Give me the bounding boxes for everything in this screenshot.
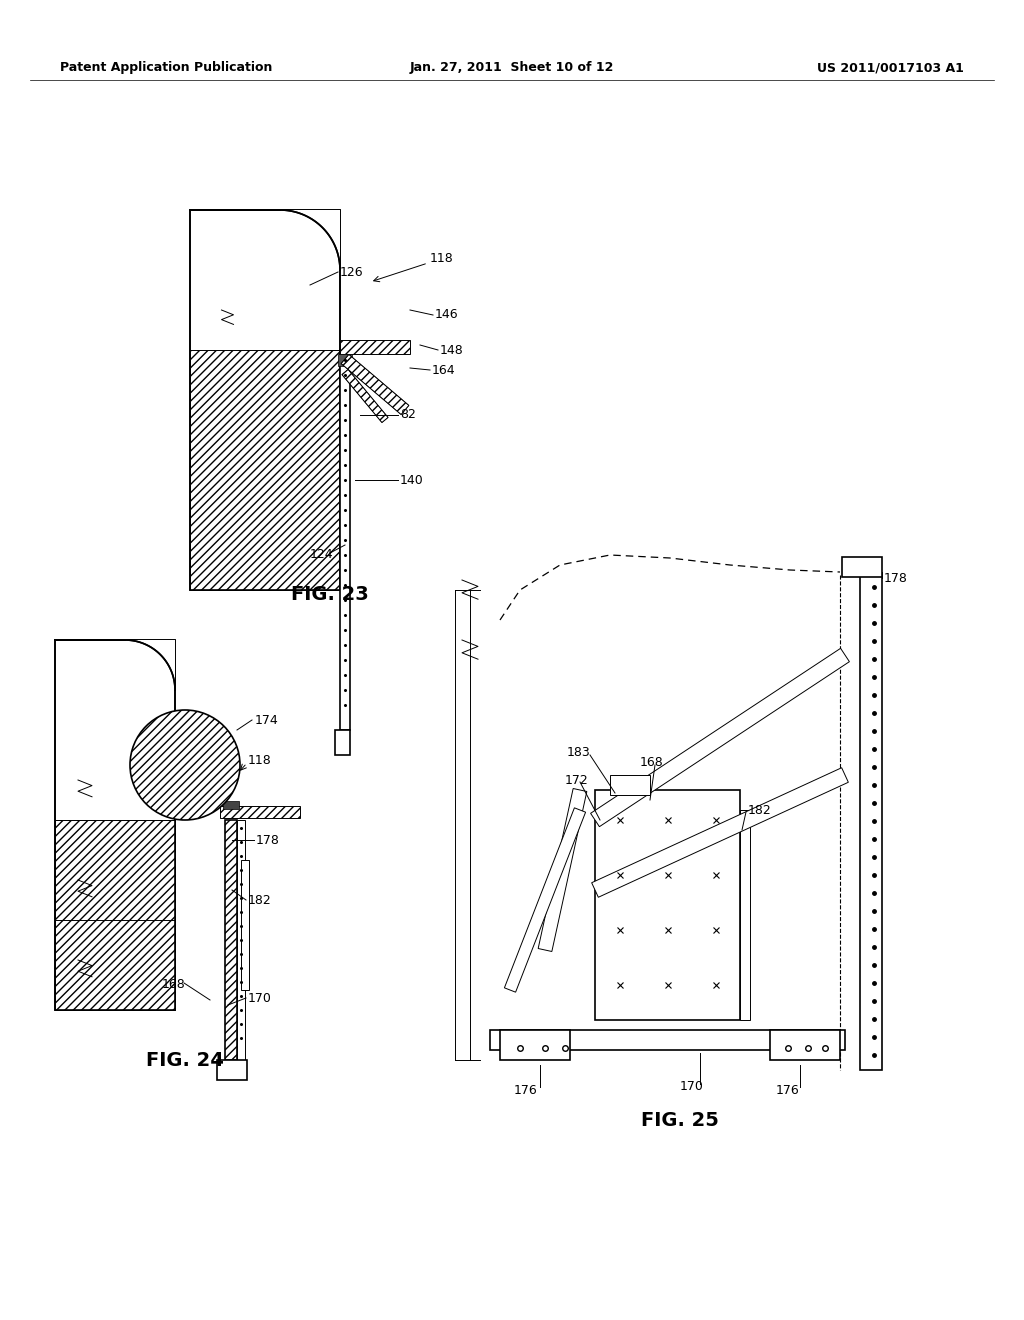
Text: 164: 164	[432, 363, 456, 376]
Text: 146: 146	[435, 309, 459, 322]
Bar	[740, 810, 750, 1020]
Text: 118: 118	[248, 754, 271, 767]
Text: 82: 82	[400, 408, 416, 421]
Text: FIG. 23: FIG. 23	[291, 586, 369, 605]
Text: 140: 140	[400, 474, 424, 487]
Text: Jan. 27, 2011  Sheet 10 of 12: Jan. 27, 2011 Sheet 10 of 12	[410, 62, 614, 74]
Bar	[860, 576, 882, 1071]
Text: 170: 170	[248, 991, 272, 1005]
Text: 168: 168	[162, 978, 185, 991]
Polygon shape	[505, 808, 586, 993]
Text: 182: 182	[748, 804, 772, 817]
Bar	[610, 775, 650, 795]
Text: 118: 118	[430, 252, 454, 264]
Bar	[220, 807, 300, 818]
Bar	[595, 789, 740, 1020]
Bar	[770, 1030, 840, 1060]
Bar	[190, 210, 340, 590]
Text: 183: 183	[567, 747, 591, 759]
Text: 124: 124	[310, 549, 334, 561]
Text: 126: 126	[340, 265, 364, 279]
Bar	[335, 730, 350, 755]
Bar	[842, 557, 882, 577]
Text: 182: 182	[248, 894, 271, 907]
Text: 172: 172	[565, 774, 589, 787]
Polygon shape	[592, 768, 848, 898]
Text: FIG. 24: FIG. 24	[146, 1051, 224, 1069]
Bar	[225, 820, 237, 1060]
Bar	[125, 640, 175, 690]
Polygon shape	[591, 648, 849, 826]
Bar	[237, 820, 245, 1060]
Polygon shape	[341, 355, 409, 414]
Bar	[340, 350, 350, 730]
Text: Patent Application Publication: Patent Application Publication	[60, 62, 272, 74]
Bar	[241, 861, 249, 990]
Bar	[55, 640, 175, 1010]
Text: 148: 148	[440, 343, 464, 356]
Text: FIG. 25: FIG. 25	[641, 1110, 719, 1130]
Circle shape	[130, 710, 240, 820]
Text: 168: 168	[640, 755, 664, 768]
Bar	[338, 354, 352, 366]
Text: 176: 176	[514, 1084, 538, 1097]
Bar	[55, 640, 175, 1010]
Text: 178: 178	[256, 833, 280, 846]
Text: 170: 170	[680, 1081, 703, 1093]
Bar	[500, 1030, 570, 1060]
Bar	[190, 210, 340, 590]
Bar	[223, 801, 239, 809]
Polygon shape	[342, 370, 388, 422]
Bar	[190, 350, 340, 590]
Bar	[217, 1060, 247, 1080]
Polygon shape	[539, 788, 587, 952]
Bar	[280, 210, 340, 271]
Text: 176: 176	[776, 1084, 800, 1097]
Bar	[55, 820, 175, 1010]
Text: 178: 178	[884, 572, 908, 585]
Text: US 2011/0017103 A1: US 2011/0017103 A1	[817, 62, 964, 74]
Bar	[490, 1030, 845, 1049]
Text: 174: 174	[255, 714, 279, 726]
Bar	[340, 341, 410, 354]
